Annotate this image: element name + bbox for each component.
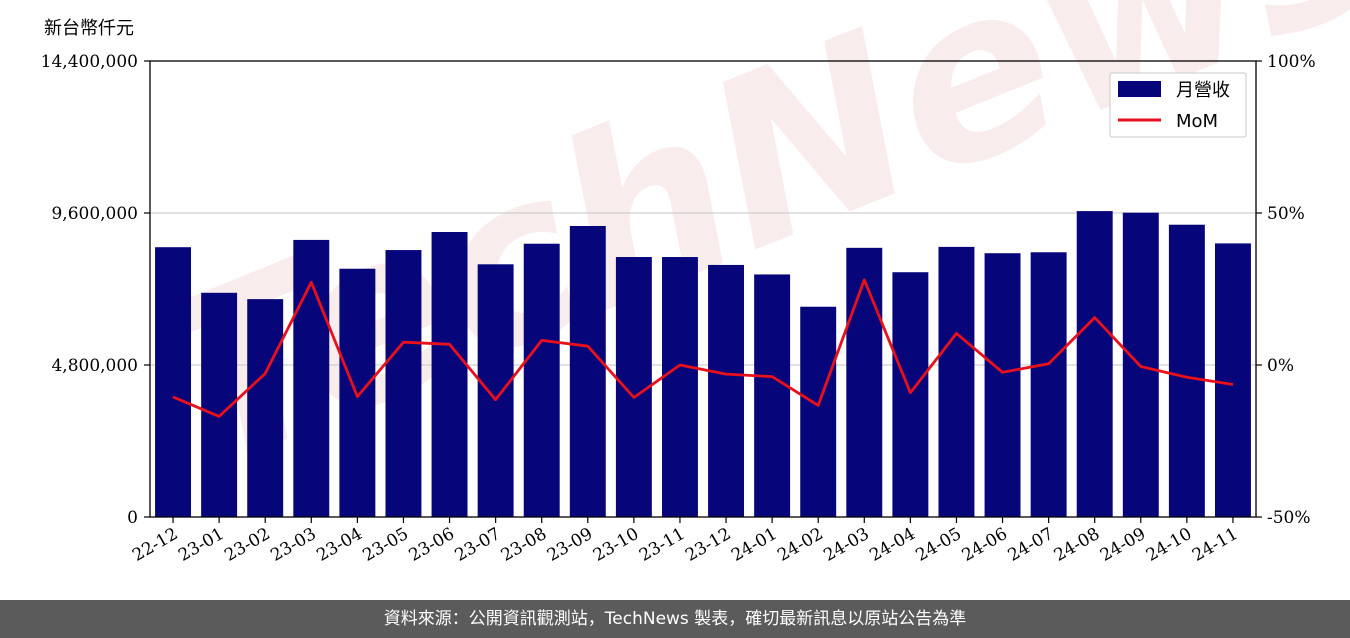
bar-24-10 [1168,224,1205,517]
legend: 月營收 MoM [1109,72,1247,138]
bar-23-12 [708,264,745,517]
bar-23-06 [431,232,468,517]
right-tick-label: 50% [1267,204,1305,224]
left-axis-unit-label: 新台幣仟元 [44,18,134,39]
bar-23-08 [523,243,560,517]
bar-24-08 [1076,211,1113,517]
right-tick-label: 0% [1267,356,1294,376]
x-tick-label: 24-05 [913,524,965,566]
x-tick-label: 23-01 [175,524,227,566]
bar-24-01 [754,274,791,517]
x-tick-label: 24-07 [1005,524,1057,566]
bar-24-04 [892,272,929,517]
x-tick-label: 24-01 [728,524,780,566]
left-tick-label: 0 [127,508,138,528]
left-tick-label: 9,600,000 [51,204,138,224]
x-tick-label: 24-06 [959,524,1011,566]
x-tick-label: 24-08 [1051,524,1103,566]
bar-24-06 [984,253,1021,517]
bar-23-09 [569,225,606,517]
x-tick-label: 24-03 [820,524,872,566]
gridlines [150,212,1256,366]
right-tick-label: -50% [1267,508,1311,528]
x-tick-label: 23-02 [221,524,273,566]
x-tick-label: 23-04 [313,524,365,566]
legend-bar-swatch [1118,81,1161,97]
x-tick-label: 23-06 [406,524,458,566]
bar-23-02 [247,299,284,517]
bar-23-11 [661,257,698,517]
x-tick-label: 24-02 [774,524,826,566]
bar-22-12 [155,247,192,517]
x-tick-label: 22-12 [129,524,181,566]
right-tick-label: 100% [1267,52,1316,72]
bar-24-11 [1214,243,1251,517]
x-tick-label: 23-05 [360,524,412,566]
bar-23-07 [477,264,514,517]
x-tick-label: 24-04 [866,524,918,566]
x-tick-label: 23-07 [452,524,504,566]
bar-24-05 [938,246,975,517]
mom-line [172,278,1234,418]
legend-line-label: MoM [1176,111,1218,132]
x-tick-label: 23-10 [590,524,642,566]
source-footer: 資料來源：公開資訊觀測站，TechNews 製表，確切最新訊息以原站公告為準 [0,600,1350,638]
bar-23-05 [385,250,422,518]
bar-24-07 [1030,252,1067,517]
x-tick-label: 24-10 [1143,524,1195,566]
plot-frame [149,60,1257,518]
x-tick-label: 23-03 [267,524,319,566]
x-tick-label: 23-11 [636,524,688,566]
x-tick-label: 23-09 [544,524,596,566]
bar-23-10 [615,257,652,517]
x-tick-label: 23-12 [682,524,734,566]
revenue-bars [155,211,1251,518]
left-tick-label: 14,400,000 [41,52,138,72]
mom-series-line [172,278,1234,418]
legend-bar-label: 月營收 [1176,80,1230,101]
left-tick-label: 4,800,000 [51,356,138,376]
bar-24-03 [846,247,883,518]
x-tick-label: 24-09 [1097,524,1149,566]
x-tick-label: 24-11 [1189,524,1241,566]
x-tick-label: 23-08 [498,524,550,566]
bar-24-02 [800,306,837,517]
revenue-chart: 新台幣仟元 TechNews 04,800,0009,600,00014,400… [41,0,1350,566]
bar-23-03 [293,239,330,517]
